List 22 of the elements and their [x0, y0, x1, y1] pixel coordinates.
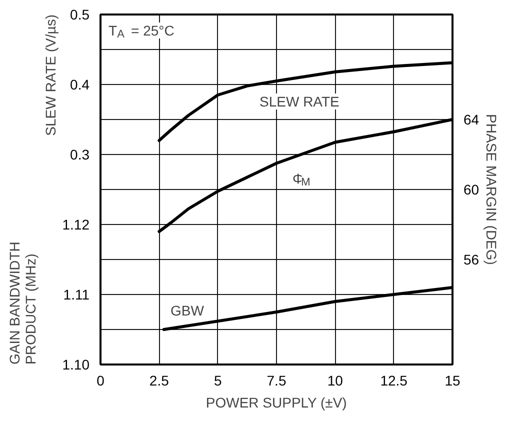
series-label: GBW — [170, 302, 205, 318]
x-tick-label: 10 — [327, 372, 344, 388]
y-tick-label: 0.4 — [70, 76, 90, 92]
series-label: SLEW RATE — [260, 94, 340, 110]
y3-tick-label: 1.11 — [63, 286, 90, 302]
x-tick-label: 5 — [214, 372, 222, 388]
x-tick-label: 2.5 — [149, 372, 170, 388]
y2-axis-title: PHASE MARGIN (DEG) — [484, 114, 500, 265]
x-tick-label: 15 — [444, 372, 460, 388]
y2-tick-label: 60 — [464, 182, 480, 198]
y3-tick-label: 1.12 — [62, 216, 90, 232]
y2-tick-label: 64 — [464, 112, 480, 128]
x-tick-label: 0 — [96, 372, 105, 388]
y-tick-label: 0.3 — [70, 146, 90, 162]
y-tick-label: 0.5 — [70, 6, 90, 22]
y3-axis-title: GAIN BANDWIDTH PRODUCT (MHz) — [6, 242, 38, 364]
y3-tick-label: 1.10 — [62, 356, 90, 372]
y2-tick-label: 56 — [464, 252, 480, 268]
x-tick-label: 7.5 — [266, 372, 286, 388]
y-axis-title: SLEW RATE (V/µs) — [42, 14, 58, 136]
x-tick-label: 12.5 — [380, 372, 408, 388]
x-axis-title: POWER SUPPLY (±V) — [206, 394, 347, 410]
